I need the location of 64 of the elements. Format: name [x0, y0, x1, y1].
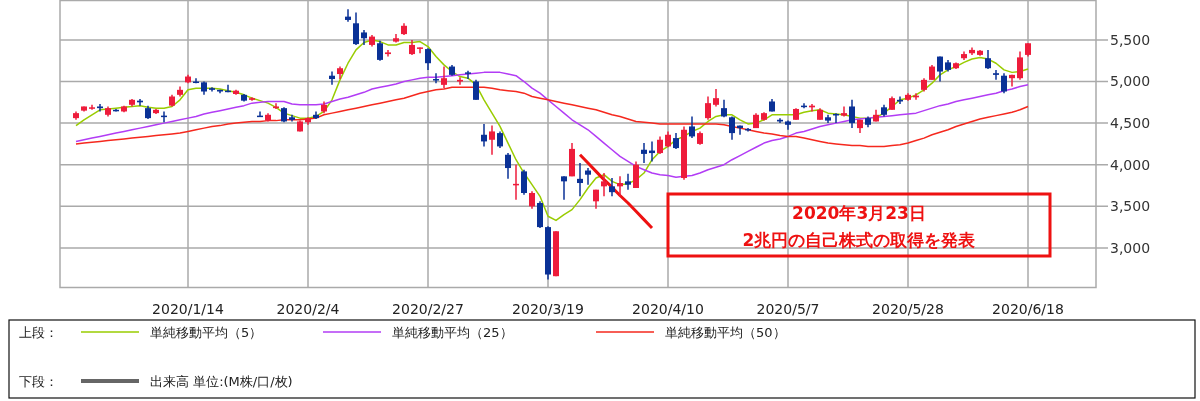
text: 出来高 単位:(M株/口/枚): [150, 374, 293, 389]
candlestick: [841, 105, 847, 118]
candlestick: [481, 123, 487, 148]
legend-label: 単純移動平均（25）: [392, 325, 513, 340]
candlestick: [609, 177, 615, 198]
y-tick-label: 3,500: [1110, 198, 1151, 215]
candlestick: [993, 69, 999, 81]
candlestick: [601, 172, 607, 198]
x-tick-label: 2020/3/19: [512, 301, 584, 317]
annotation: 2兆円の自己株式の取得を発表: [742, 230, 977, 250]
candlestick: [969, 46, 975, 56]
candlestick: [577, 162, 583, 198]
candlestick: [353, 11, 359, 46]
x-tick-label: 2020/5/28: [872, 301, 944, 317]
candlestick: [441, 65, 447, 89]
candlestick: [433, 72, 439, 84]
x-tick-label: 2020/5/7: [756, 301, 820, 317]
candlestick: [209, 86, 215, 93]
y-tick-label: 4,500: [1110, 115, 1151, 132]
candlestick: [705, 95, 711, 121]
candlestick: [641, 142, 647, 164]
y-tick-label: 5,000: [1110, 73, 1151, 90]
candlestick: [937, 55, 943, 83]
candlestick: [313, 110, 319, 120]
candlestick: [625, 173, 631, 191]
candlestick: [473, 79, 479, 101]
line-series: [75, 39, 1029, 222]
annotation: 2020年3月23日: [792, 203, 926, 223]
candlestick: [1001, 72, 1007, 94]
candlestick: [1009, 74, 1015, 88]
x-tick-label: 2020/1/14: [152, 301, 224, 317]
candlestick: [385, 49, 391, 58]
x-tick-label: 2020/4/10: [632, 301, 704, 317]
y-tick-label: 4,000: [1110, 156, 1151, 173]
x-tick-label: 2020/2/4: [276, 301, 340, 317]
candlestick: [329, 70, 335, 86]
line-series: [578, 153, 654, 230]
legend-label: 単純移動平均（50）: [665, 325, 786, 340]
candlestick: [505, 152, 511, 180]
line-series: [75, 86, 1029, 148]
candlestick: [425, 47, 431, 71]
candlestick: [489, 124, 495, 156]
x-tick-label: 2020/6/18: [992, 301, 1064, 317]
candlestick: [97, 103, 103, 113]
candlestick: [633, 160, 639, 189]
candlestick: [465, 69, 471, 80]
x-tick-label: 2020/2/27: [392, 301, 464, 317]
candlestick: [345, 8, 351, 23]
candlestick: [585, 167, 591, 186]
candlestick: [561, 175, 567, 201]
candlestick: [985, 49, 991, 70]
candlestick: [521, 168, 527, 196]
candlestick: [617, 175, 623, 198]
legend-label: 単純移動平均（5）: [150, 325, 263, 340]
candlestick: [729, 115, 735, 141]
y-tick-label: 5,500: [1110, 31, 1151, 48]
legend-title: 上段：: [19, 325, 58, 340]
candlestick: [1017, 50, 1023, 81]
candlestick: [689, 115, 695, 139]
y-tick-label: 3,000: [1110, 239, 1151, 256]
text: 下段：: [19, 374, 58, 389]
candlestick: [457, 76, 463, 86]
candlestick: [377, 40, 383, 62]
candlestick: [849, 99, 855, 129]
